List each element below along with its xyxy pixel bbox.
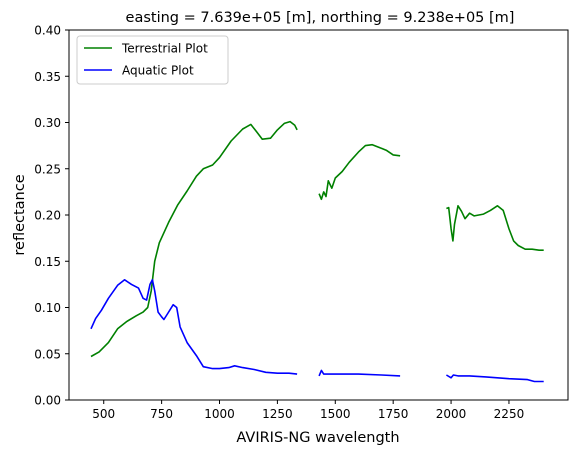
y-axis-label: reflectance [12,174,28,255]
x-tick-label: 1500 [320,407,351,421]
y-axis: 0.00 0.05 0.10 0.15 0.20 0.25 0.30 0.35 0.40 [34,24,69,408]
x-tick-label: 2000 [436,407,467,421]
x-tick-label: 750 [150,407,173,421]
legend-box [76,35,229,85]
series-line-terrestrial-plot-segment-2 [318,143,401,201]
y-tick-label: 0.00 [34,394,61,408]
chart-title: easting = 7.639e+05 [m], northing = 9.23… [126,10,515,26]
x-axis-label: AVIRIS-NG wavelength [236,430,399,446]
series-line-aquatic-plot-segment-3 [445,374,544,383]
series-line-aquatic-plot-segment-2 [318,369,401,377]
legend: Terrestrial Plot Aquatic Plot [76,35,229,85]
legend-label-aquatic: Aquatic Plot [122,64,194,78]
y-tick-label: 0.40 [34,24,61,38]
x-tick-label: 500 [92,407,115,421]
x-axis: 500 750 1000 1250 1500 1750 2000 2250 [92,400,524,421]
y-tick-label: 0.25 [34,162,61,176]
x-tick-label: 2250 [494,407,525,421]
y-tick-label: 0.05 [34,347,61,361]
y-tick-label: 0.35 [34,70,61,84]
series-line-aquatic-plot-segment-1 [90,278,298,375]
x-tick-label: 1000 [204,407,235,421]
x-tick-label: 1750 [378,407,409,421]
y-tick-label: 0.10 [34,301,61,315]
y-tick-label: 0.30 [34,116,61,130]
plot-frame [68,29,569,401]
series-line-terrestrial-plot-segment-3 [446,205,544,251]
legend-label-terrestrial: Terrestrial Plot [121,42,208,56]
series-line-terrestrial-plot-segment-1 [90,120,298,358]
y-tick-label: 0.15 [34,255,61,269]
x-tick-label: 1250 [262,407,293,421]
series-layer [90,120,544,383]
y-tick-label: 0.20 [34,209,61,223]
